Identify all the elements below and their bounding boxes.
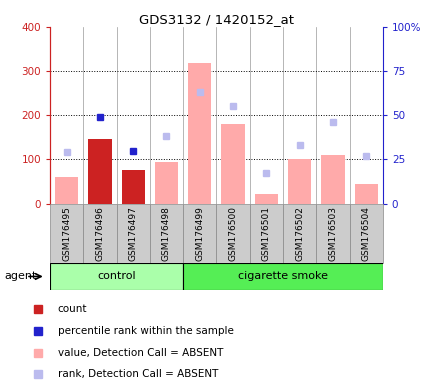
Text: GSM176499: GSM176499 <box>195 207 204 262</box>
Bar <box>216 204 249 263</box>
Bar <box>183 263 382 290</box>
Text: GSM176498: GSM176498 <box>161 207 171 262</box>
Text: rank, Detection Call = ABSENT: rank, Detection Call = ABSENT <box>58 369 217 379</box>
Bar <box>316 204 349 263</box>
Bar <box>349 204 382 263</box>
Bar <box>55 177 78 204</box>
Text: control: control <box>97 271 135 281</box>
Bar <box>50 204 83 263</box>
Bar <box>187 63 211 204</box>
Text: GSM176496: GSM176496 <box>95 207 104 262</box>
Bar <box>254 194 277 204</box>
Bar <box>221 124 244 204</box>
Bar <box>320 155 344 204</box>
Text: cigarette smoke: cigarette smoke <box>237 271 327 281</box>
Text: GSM176497: GSM176497 <box>128 207 138 262</box>
Bar <box>149 204 183 263</box>
Bar <box>121 170 145 204</box>
Text: count: count <box>58 304 87 314</box>
Text: percentile rank within the sample: percentile rank within the sample <box>58 326 233 336</box>
Title: GDS3132 / 1420152_at: GDS3132 / 1420152_at <box>138 13 293 26</box>
Text: GSM176495: GSM176495 <box>62 207 71 262</box>
Bar <box>50 263 183 290</box>
Text: GSM176500: GSM176500 <box>228 207 237 262</box>
Text: GSM176503: GSM176503 <box>328 207 337 262</box>
Text: value, Detection Call = ABSENT: value, Detection Call = ABSENT <box>58 348 223 358</box>
Bar <box>283 204 316 263</box>
Bar <box>88 139 112 204</box>
Bar <box>116 204 149 263</box>
Text: GSM176504: GSM176504 <box>361 207 370 262</box>
Text: GSM176502: GSM176502 <box>294 207 303 262</box>
Text: agent: agent <box>4 271 36 281</box>
Bar <box>183 204 216 263</box>
Bar <box>287 159 311 204</box>
Bar <box>249 204 283 263</box>
Bar <box>83 204 116 263</box>
Text: GSM176501: GSM176501 <box>261 207 270 262</box>
Bar <box>354 184 377 204</box>
Bar <box>155 162 178 204</box>
